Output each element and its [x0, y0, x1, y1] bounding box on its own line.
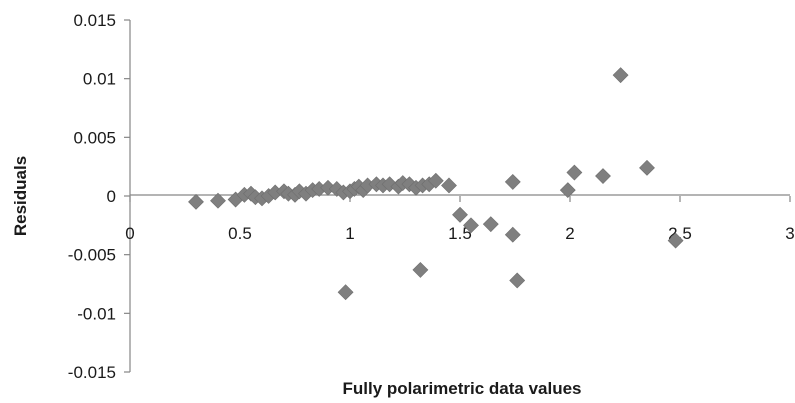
data-point — [595, 168, 611, 184]
x-axis-title: Fully polarimetric data values — [342, 379, 581, 398]
y-axis-title: Residuals — [11, 156, 30, 236]
x-tick-label: 1 — [345, 224, 354, 243]
x-tick-label: 0 — [125, 224, 134, 243]
y-tick-label: 0.015 — [73, 11, 116, 30]
y-tick-label: 0.005 — [73, 128, 116, 147]
y-tick-label: -0.01 — [77, 304, 116, 323]
data-point — [452, 206, 468, 223]
y-tick-label: -0.015 — [68, 363, 116, 382]
data-point — [566, 164, 583, 181]
data-point — [188, 193, 204, 210]
y-tick-label: 0.01 — [83, 70, 116, 89]
data-point — [463, 217, 479, 234]
data-point — [427, 172, 444, 189]
data-point — [441, 177, 457, 194]
data-point — [639, 159, 655, 176]
data-point — [504, 173, 521, 190]
data-point — [482, 216, 499, 233]
y-tick-labels: 0.015 0.01 0.005 0 -0.005 -0.01 -0.015 — [68, 11, 116, 382]
x-tick-label: 3 — [785, 224, 794, 243]
data-point — [381, 176, 398, 193]
y-tick-marks — [124, 19, 130, 373]
data-point — [210, 192, 226, 209]
x-tick-labels: 0 0.5 1 1.5 2 2.5 3 — [125, 224, 794, 243]
data-point — [504, 226, 521, 243]
y-tick-label: -0.005 — [68, 246, 116, 265]
data-point — [509, 272, 526, 289]
data-points — [188, 67, 684, 301]
x-tick-label: 1.5 — [448, 224, 472, 243]
data-point — [337, 284, 354, 301]
data-point — [412, 261, 429, 278]
x-tick-label: 0.5 — [228, 224, 252, 243]
data-point — [559, 182, 576, 199]
x-tick-label: 2 — [565, 224, 574, 243]
data-point — [667, 232, 684, 249]
y-tick-label: 0 — [107, 187, 116, 206]
data-point — [612, 67, 629, 84]
